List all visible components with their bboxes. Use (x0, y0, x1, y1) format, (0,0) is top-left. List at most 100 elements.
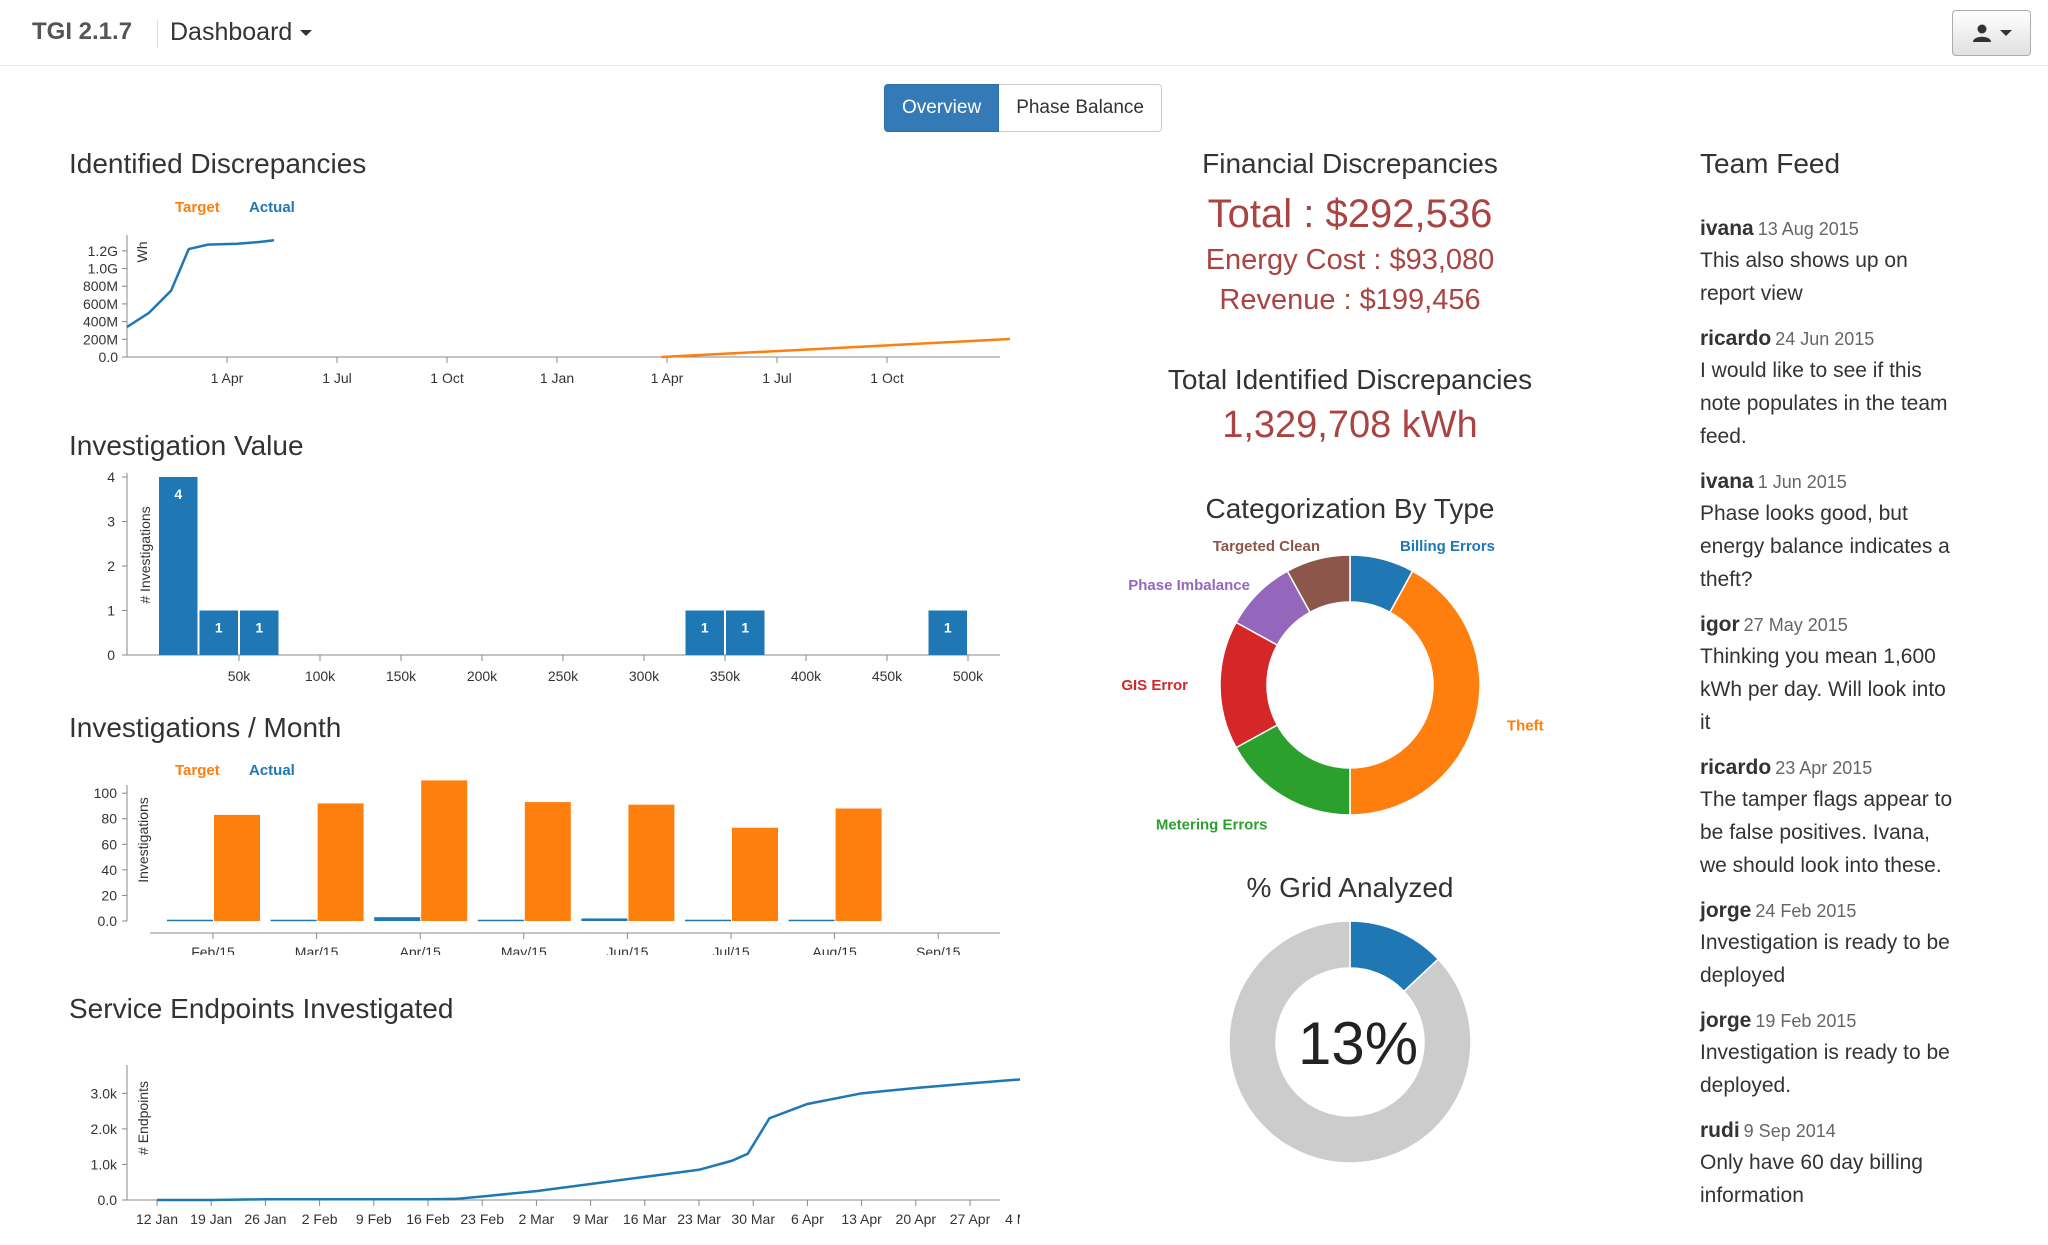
feed-item-header: ivana 13 Aug 2015 (1700, 214, 2000, 244)
feed-user[interactable]: ivana (1700, 470, 1754, 493)
total-identified-title: Total Identified Discrepancies (1167, 364, 1533, 395)
donut-slice-label: Theft (1507, 717, 1544, 734)
target-bar (214, 814, 260, 921)
feed-item: ricardo 23 Apr 2015 The tamper flags appea… (1700, 753, 2000, 882)
feed-text-line: we should look into these. (1700, 854, 1942, 877)
feed-text-line: deployed. (1700, 1074, 1792, 1097)
histogram-bar (685, 610, 724, 655)
feed-user[interactable]: jorge (1700, 1009, 1752, 1032)
feed-date: 24 Jun 2015 (1775, 329, 1875, 349)
y-tick-label: 800M (83, 278, 118, 294)
donut-slice-label: Targeted Clean (1213, 538, 1320, 555)
legend-target: Target (175, 199, 220, 216)
x-tick-label: Feb/15 (191, 944, 235, 955)
donut-slice (1219, 621, 1279, 749)
donut-slice-label: Billing Errors (1400, 538, 1495, 555)
investigation-value-chart: 0 1 2 3 4 # Investigations 50k 100k 150k 200k 250k… (107, 469, 1000, 684)
actual-bar (581, 918, 628, 921)
series-line-actual (126, 238, 275, 328)
financial-revenue: Revenue : $199,456 (1219, 284, 1481, 316)
feed-item-header: igor 27 May 2015 (1700, 610, 2000, 640)
view-tabs: Overview Phase Balance (884, 84, 1163, 132)
target-bar (732, 827, 778, 921)
feed-item-header: rudi 9 Sep 2014 (1700, 1116, 2000, 1146)
grid-analyzed-donut-chart: 13% (1228, 920, 1472, 1164)
x-tick-label: 300k (629, 668, 660, 684)
x-tick-label: Aug/15 (812, 944, 857, 955)
y-tick-label: 1.0G (88, 261, 118, 277)
y-tick-label: 600M (83, 296, 118, 312)
y-axis-label: Investigations (135, 797, 151, 883)
feed-text-line: I would like to see if this (1700, 359, 1922, 382)
y-tick-label: 4 (107, 469, 115, 485)
x-tick-label: 16 Mar (623, 1211, 667, 1227)
feed-item-header: ricardo 23 Apr 2015 (1700, 753, 2000, 783)
dashboard-dropdown-label: Dashboard (170, 18, 293, 46)
histogram-bar (240, 610, 279, 655)
x-tick-label: 30 Mar (731, 1211, 775, 1227)
user-menu-button[interactable] (1952, 10, 2031, 56)
feed-text-line: be false positives. Ivana, (1700, 821, 1930, 844)
feed-item-header: ivana 1 Jun 2015 (1700, 467, 2000, 497)
actual-bar (374, 917, 421, 921)
feed-user[interactable]: ricardo (1700, 327, 1772, 350)
tab-overview[interactable]: Overview (884, 84, 1000, 132)
categorization-donut-chart: Billing Errors Theft Metering Errors GIS Er… (1121, 538, 1544, 833)
donut-slice-label: Phase Imbalance (1128, 577, 1250, 594)
app-brand[interactable]: TGI 2.1.7 (32, 18, 133, 45)
y-tick-label: 400M (83, 314, 118, 330)
feed-text-line: This also shows up on (1700, 249, 1908, 272)
bar-value-label: 1 (944, 620, 952, 636)
x-tick-label: 2 Feb (302, 1211, 338, 1227)
feed-text-line: it (1700, 711, 1711, 734)
tab-phase-balance[interactable]: Phase Balance (999, 84, 1163, 132)
x-tick-label: 9 Mar (573, 1211, 609, 1227)
series-line-target (661, 337, 1010, 359)
target-bar (317, 803, 364, 921)
feed-date: 27 May 2015 (1743, 615, 1848, 635)
financial-energy-cost: Energy Cost : $93,080 (1205, 244, 1495, 276)
legend-target: Target (175, 762, 220, 779)
feed-date: 23 Apr 2015 (1775, 758, 1873, 778)
x-tick-label: 100k (305, 668, 336, 684)
donut-slice (1286, 554, 1351, 614)
bar-value-label: 1 (701, 620, 709, 636)
x-tick-label: 150k (386, 668, 417, 684)
feed-date: 19 Feb 2015 (1755, 1011, 1857, 1031)
y-tick-label: 3.0k (91, 1085, 118, 1101)
x-tick-label: 20 Apr (896, 1211, 937, 1227)
x-tick-label: 1 Oct (870, 370, 904, 386)
x-tick-label: 2 Mar (519, 1211, 555, 1227)
y-tick-label: 1.2G (88, 243, 118, 259)
donut-slice (1349, 570, 1481, 816)
x-tick-label: 1 Apr (211, 370, 244, 386)
navbar: TGI 2.1.7 Dashboard (0, 0, 2048, 66)
x-tick-label: 9 Feb (356, 1211, 392, 1227)
x-tick-label: Mar/15 (295, 944, 339, 955)
x-tick-label: 200k (467, 668, 498, 684)
feed-user[interactable]: ivana (1700, 217, 1754, 240)
y-tick-label: 0.0 (98, 913, 118, 929)
feed-user[interactable]: rudi (1700, 1119, 1740, 1142)
user-icon (1972, 24, 1991, 42)
y-tick-label: 0.0 (99, 349, 119, 365)
dashboard-dropdown[interactable]: Dashboard (170, 18, 313, 47)
grid-analyzed-title: % Grid Analyzed (1246, 872, 1454, 903)
x-tick-label: 12 Jan (136, 1211, 178, 1227)
y-tick-label: 20 (101, 887, 117, 903)
feed-item-header: ricardo 24 Jun 2015 (1700, 324, 2000, 354)
x-tick-label: 26 Jan (244, 1211, 286, 1227)
y-tick-label: 2.0k (91, 1121, 118, 1137)
feed-text-line: Thinking you mean 1,600 (1700, 645, 1936, 668)
actual-bar (477, 919, 524, 922)
feed-user[interactable]: jorge (1700, 899, 1752, 922)
feed-user[interactable]: igor (1700, 613, 1740, 636)
legend-actual: Actual (249, 199, 295, 216)
feed-text-line: information (1700, 1184, 1804, 1207)
feed-item: jorge 24 Feb 2015 Investigation is ready t… (1700, 896, 2000, 992)
x-tick-label: 1 Apr (651, 370, 684, 386)
y-tick-label: 40 (101, 862, 117, 878)
investigations-month-title: Investigations / Month (69, 712, 342, 743)
feed-user[interactable]: ricardo (1700, 756, 1772, 779)
